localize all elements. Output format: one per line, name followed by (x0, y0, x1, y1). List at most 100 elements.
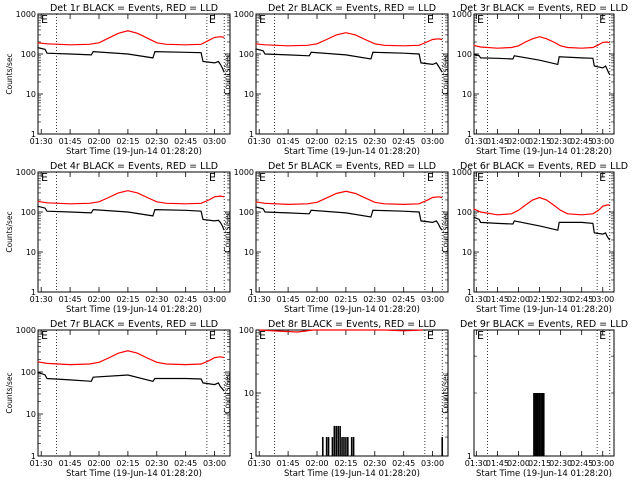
series-line-lld (259, 329, 424, 333)
series-line-events (255, 206, 443, 231)
e-marker-label: E (477, 171, 484, 184)
series-line-lld (473, 196, 610, 216)
x-tick-label: 02:00 (507, 137, 530, 146)
x-tick-label: 03:00 (591, 295, 614, 304)
x-tick-label: 02:45 (570, 295, 593, 304)
x-tick-label: 02:00 (507, 459, 530, 468)
e-marker-label: E (209, 329, 216, 342)
x-tick-label: 03:00 (203, 137, 226, 146)
y-tick-label: 10 (244, 90, 254, 99)
e-marker-label: E (477, 329, 484, 342)
x-axis-label: Start Time (19-Jun-14 01:28:20) (476, 469, 612, 479)
x-tick-label: 02:30 (549, 459, 572, 468)
y-tick-label: 1000 (452, 168, 472, 177)
x-tick-label: 01:45 (486, 137, 509, 146)
y-tick-label: 100 (239, 326, 254, 335)
panel-title: Det 1r BLACK = Events, RED = LLD (50, 3, 218, 14)
panel-title: Det 2r BLACK = Events, RED = LLD (268, 3, 436, 14)
y-tick-label: 10 (462, 90, 472, 99)
x-tick-label: 01:45 (277, 459, 300, 468)
x-tick-label: 02:15 (334, 137, 357, 146)
x-tick-label: 01:30 (30, 459, 53, 468)
x-tick-label: 02:00 (305, 137, 328, 146)
y-tick-label: 100 (21, 50, 36, 59)
x-tick-label: 02:45 (392, 459, 415, 468)
series-line-events (255, 48, 443, 73)
x-tick-label: 01:30 (465, 137, 488, 146)
x-tick-label: 01:30 (248, 459, 271, 468)
plot-frame (473, 13, 615, 135)
e-marker-label: E (427, 171, 434, 184)
y-axis-label: Counts/sec (223, 53, 232, 94)
x-tick-label: 02:00 (305, 459, 328, 468)
x-tick-label: 02:30 (145, 137, 168, 146)
panel-title: Det 8r BLACK = Events, RED = LLD (268, 319, 436, 330)
x-tick-label: 01:30 (30, 295, 53, 304)
plot-frame (255, 171, 449, 293)
x-axis-label: Start Time (19-Jun-14 01:28:20) (284, 147, 420, 157)
x-tick-label: 02:45 (174, 137, 197, 146)
series-line-events (473, 53, 611, 76)
x-tick-label: 02:30 (549, 137, 572, 146)
x-axis-label: Start Time (19-Jun-14 01:28:20) (66, 469, 202, 479)
series-line-events (37, 46, 225, 73)
series-line-lld (473, 36, 610, 49)
x-tick-label: 01:45 (486, 459, 509, 468)
x-tick-label: 02:45 (174, 459, 197, 468)
x-tick-label: 02:15 (116, 295, 139, 304)
y-tick-label: 10 (244, 389, 254, 398)
x-tick-label: 02:15 (528, 137, 551, 146)
y-axis-label: Counts/sec (5, 53, 14, 94)
x-tick-label: 03:00 (203, 295, 226, 304)
x-axis-label: Start Time (19-Jun-14 01:28:20) (66, 305, 202, 315)
y-tick-label: 1 (31, 130, 36, 139)
y-axis-label: Counts/sec (441, 53, 450, 94)
x-tick-label: 01:30 (465, 459, 488, 468)
y-tick-label: 10 (244, 248, 254, 257)
x-tick-label: 01:45 (486, 295, 509, 304)
x-tick-label: 02:30 (363, 137, 386, 146)
y-tick-label: 10 (26, 90, 36, 99)
series-line-events (473, 216, 611, 241)
plot-frame (37, 329, 231, 457)
x-tick-label: 03:00 (421, 459, 444, 468)
y-tick-label: 1 (249, 288, 254, 297)
x-tick-label: 02:30 (363, 295, 386, 304)
panel-title: Det 9r BLACK = Events, RED = LLD (460, 319, 628, 330)
panel-title: Det 3r BLACK = Events, RED = LLD (460, 3, 628, 14)
x-tick-label: 02:15 (528, 459, 551, 468)
y-tick-label: 100 (457, 50, 472, 59)
y-tick-label: 1 (467, 130, 472, 139)
e-marker-label: E (599, 13, 606, 26)
y-tick-label: 1 (249, 452, 254, 461)
y-tick-label: 1000 (16, 168, 36, 177)
x-tick-label: 02:45 (174, 295, 197, 304)
x-tick-label: 03:00 (421, 137, 444, 146)
x-axis-label: Start Time (19-Jun-14 01:28:20) (284, 469, 420, 479)
x-tick-label: 02:45 (392, 137, 415, 146)
e-marker-label: E (427, 13, 434, 26)
x-tick-label: 02:00 (87, 137, 110, 146)
x-tick-label: 02:15 (528, 295, 551, 304)
y-axis-label: Counts/sec (5, 211, 14, 252)
panel-title: Det 5r BLACK = Events, RED = LLD (268, 161, 436, 172)
series-line-lld (255, 190, 443, 206)
x-tick-label: 01:45 (277, 295, 300, 304)
x-tick-label: 02:00 (305, 295, 328, 304)
y-axis-label: Counts/sec (441, 372, 450, 413)
x-axis-label: Start Time (19-Jun-14 01:28:20) (476, 147, 612, 157)
e-marker-label: E (41, 329, 48, 342)
y-tick-label: 1000 (234, 10, 254, 19)
y-tick-label: 10 (26, 248, 36, 257)
x-tick-label: 02:15 (116, 137, 139, 146)
x-tick-label: 01:45 (277, 137, 300, 146)
e-marker-label: E (259, 329, 266, 342)
series-line-events (37, 205, 225, 231)
